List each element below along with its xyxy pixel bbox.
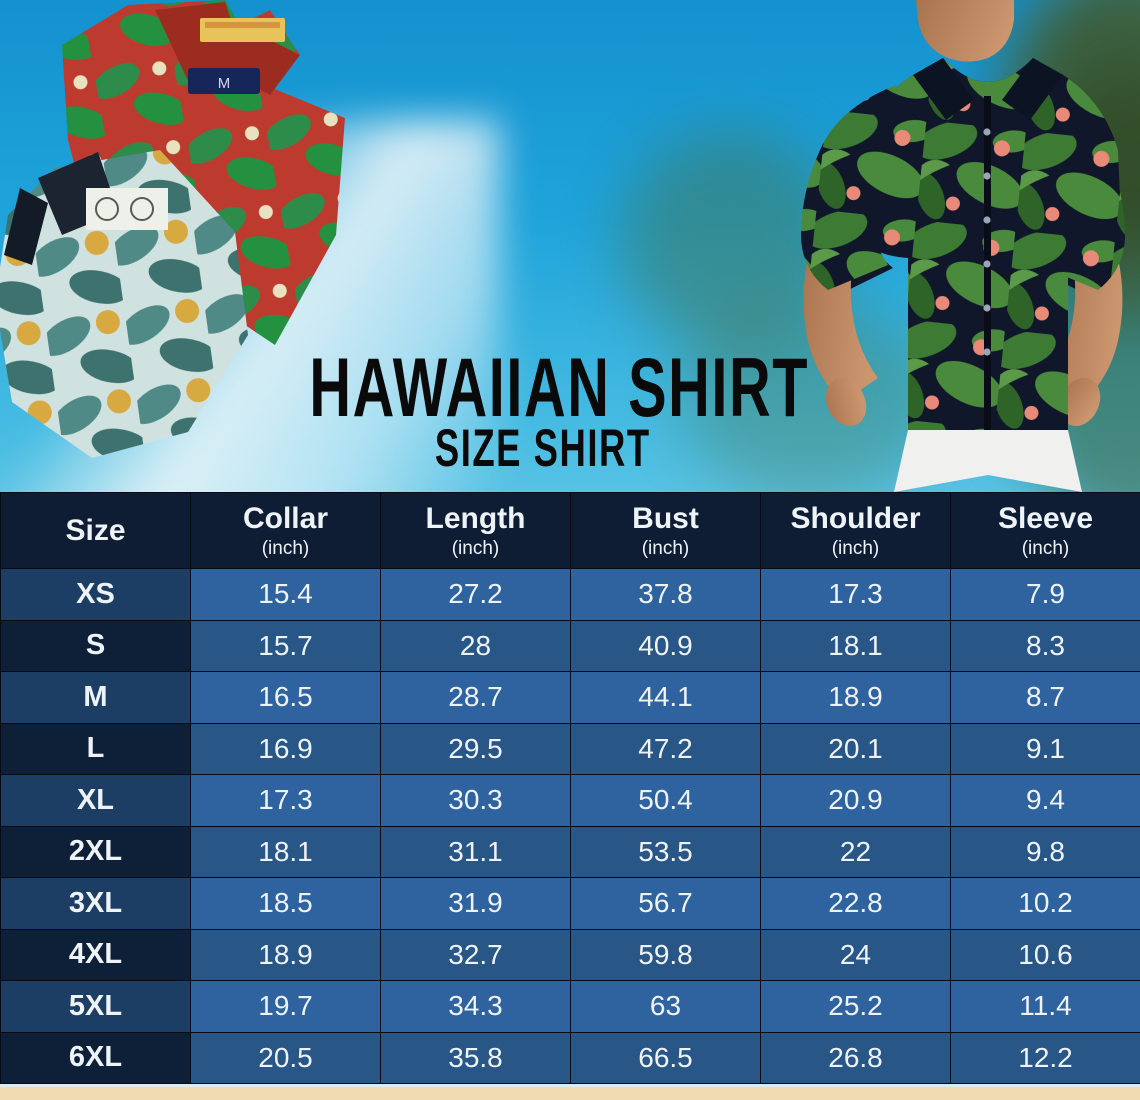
svg-text:M: M (218, 75, 231, 92)
